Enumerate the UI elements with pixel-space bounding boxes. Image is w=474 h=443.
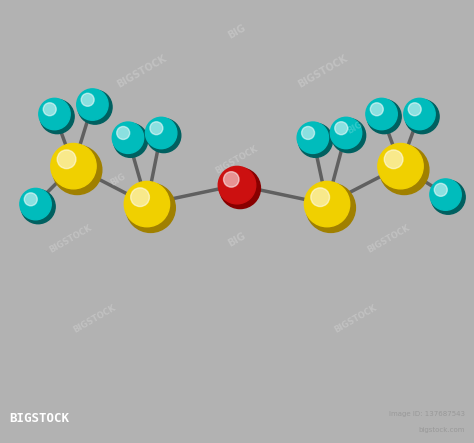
Circle shape xyxy=(224,172,239,187)
Circle shape xyxy=(431,180,465,214)
Circle shape xyxy=(20,188,51,220)
Circle shape xyxy=(297,122,328,153)
Circle shape xyxy=(53,145,102,194)
Text: BIGSTOCK: BIGSTOCK xyxy=(9,412,70,425)
Circle shape xyxy=(81,93,94,106)
Circle shape xyxy=(77,89,108,120)
Circle shape xyxy=(384,150,403,169)
Circle shape xyxy=(39,98,70,130)
Circle shape xyxy=(51,144,96,189)
Text: BIGSTOCK: BIGSTOCK xyxy=(296,54,349,90)
Text: BIG: BIG xyxy=(109,171,128,187)
Circle shape xyxy=(330,117,362,149)
Circle shape xyxy=(113,123,147,157)
Text: BIG: BIG xyxy=(346,120,365,136)
Circle shape xyxy=(57,150,76,169)
Circle shape xyxy=(146,118,181,153)
Circle shape xyxy=(78,90,112,124)
Circle shape xyxy=(218,167,256,204)
Circle shape xyxy=(306,183,356,233)
Circle shape xyxy=(380,145,429,194)
Circle shape xyxy=(378,144,423,189)
Circle shape xyxy=(370,103,383,116)
Circle shape xyxy=(40,100,74,134)
Circle shape xyxy=(404,98,435,130)
Circle shape xyxy=(43,103,56,116)
Circle shape xyxy=(408,103,421,116)
Text: BIGSTOCK: BIGSTOCK xyxy=(366,223,411,255)
Circle shape xyxy=(21,190,55,224)
Circle shape xyxy=(117,126,130,140)
Text: BIG: BIG xyxy=(226,23,248,41)
Text: BIGSTOCK: BIGSTOCK xyxy=(72,303,118,335)
Text: BIGSTOCK: BIGSTOCK xyxy=(333,303,378,335)
Circle shape xyxy=(124,182,170,227)
Circle shape xyxy=(405,100,439,134)
Circle shape xyxy=(366,98,397,130)
Circle shape xyxy=(430,179,461,210)
Circle shape xyxy=(298,123,332,157)
Circle shape xyxy=(126,183,175,233)
Circle shape xyxy=(146,117,177,149)
Circle shape xyxy=(219,168,260,209)
Circle shape xyxy=(131,188,149,206)
Text: BIGSTOCK: BIGSTOCK xyxy=(214,144,260,175)
Circle shape xyxy=(301,126,315,140)
Circle shape xyxy=(24,193,37,206)
Text: BIGSTOCK: BIGSTOCK xyxy=(48,223,94,255)
Circle shape xyxy=(331,118,365,153)
Circle shape xyxy=(304,182,350,227)
Circle shape xyxy=(311,188,329,206)
Text: BIGSTOCK: BIGSTOCK xyxy=(116,54,169,90)
Text: Image ID: 137687543: Image ID: 137687543 xyxy=(389,411,465,417)
Text: BIG: BIG xyxy=(226,230,248,248)
Circle shape xyxy=(434,183,447,196)
Circle shape xyxy=(150,122,163,135)
Circle shape xyxy=(367,100,401,134)
Circle shape xyxy=(335,122,348,135)
Text: bigstock.com: bigstock.com xyxy=(418,427,465,433)
Circle shape xyxy=(112,122,144,153)
